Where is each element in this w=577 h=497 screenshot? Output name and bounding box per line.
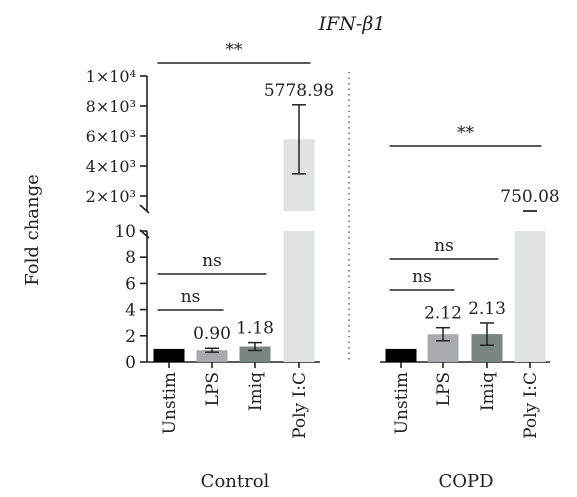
x-tick-label: Poly I:C [290,372,310,439]
y-tick-label: 8×10³ [86,97,136,116]
value-label: 1.18 [236,319,274,339]
y-tick-label: 4 [125,301,136,321]
value-label: 2.13 [468,299,506,319]
y-tick-label: 6 [125,274,136,294]
value-label: 750.08 [500,187,559,207]
x-tick-label: Unstim [392,372,412,434]
bars [153,104,546,362]
bar [385,348,417,362]
bar [283,231,315,362]
x-tick-label: Poly I:C [521,372,541,439]
bar [239,346,271,362]
x-tick-label: Unstim [160,372,180,434]
value-label: 2.12 [424,304,462,324]
group-label: Control [201,471,270,492]
significance-label: ns [434,236,454,256]
group-label: COPD [438,471,493,492]
y-tick-label: 6×10³ [86,127,136,146]
x-tick-label: LPS [434,372,454,406]
bar [514,231,546,362]
x-tick-label: Imiq [478,372,498,411]
y-tick-label: 2×10³ [86,187,136,206]
y-tick-label: 10 [114,222,136,242]
axes: 0 2 4 6 8 10 2×10³ 4×10³ 6×10³ 8×10³ 1×10⁴ [86,67,550,373]
y-tick-label: 8 [125,248,136,268]
bar [196,350,228,362]
y-tick-label: 2 [125,327,136,347]
x-axis-labels: Unstim LPS Imiq Poly I:C Control Unstim LPS Imi… [160,372,541,492]
bar [153,348,185,362]
significance-label: ns [181,287,201,307]
y-tick-label: 4×10³ [86,157,136,176]
y-axis-label: Fold change [22,174,43,286]
y-tick-label: 0 [125,353,136,373]
significance-label: ns [202,251,222,271]
significance-label: ** [457,123,475,143]
significance-label: ns [412,267,432,287]
x-tick-label: LPS [203,372,223,406]
value-label: 0.90 [193,324,231,344]
value-label: 5778.98 [264,81,334,101]
chart-title: IFN-β1 [318,13,386,35]
x-tick-label: Imiq [246,372,266,411]
y-tick-label: 1×10⁴ [86,67,136,86]
significance-label: ** [226,40,244,60]
axis-break-mark [139,204,150,214]
